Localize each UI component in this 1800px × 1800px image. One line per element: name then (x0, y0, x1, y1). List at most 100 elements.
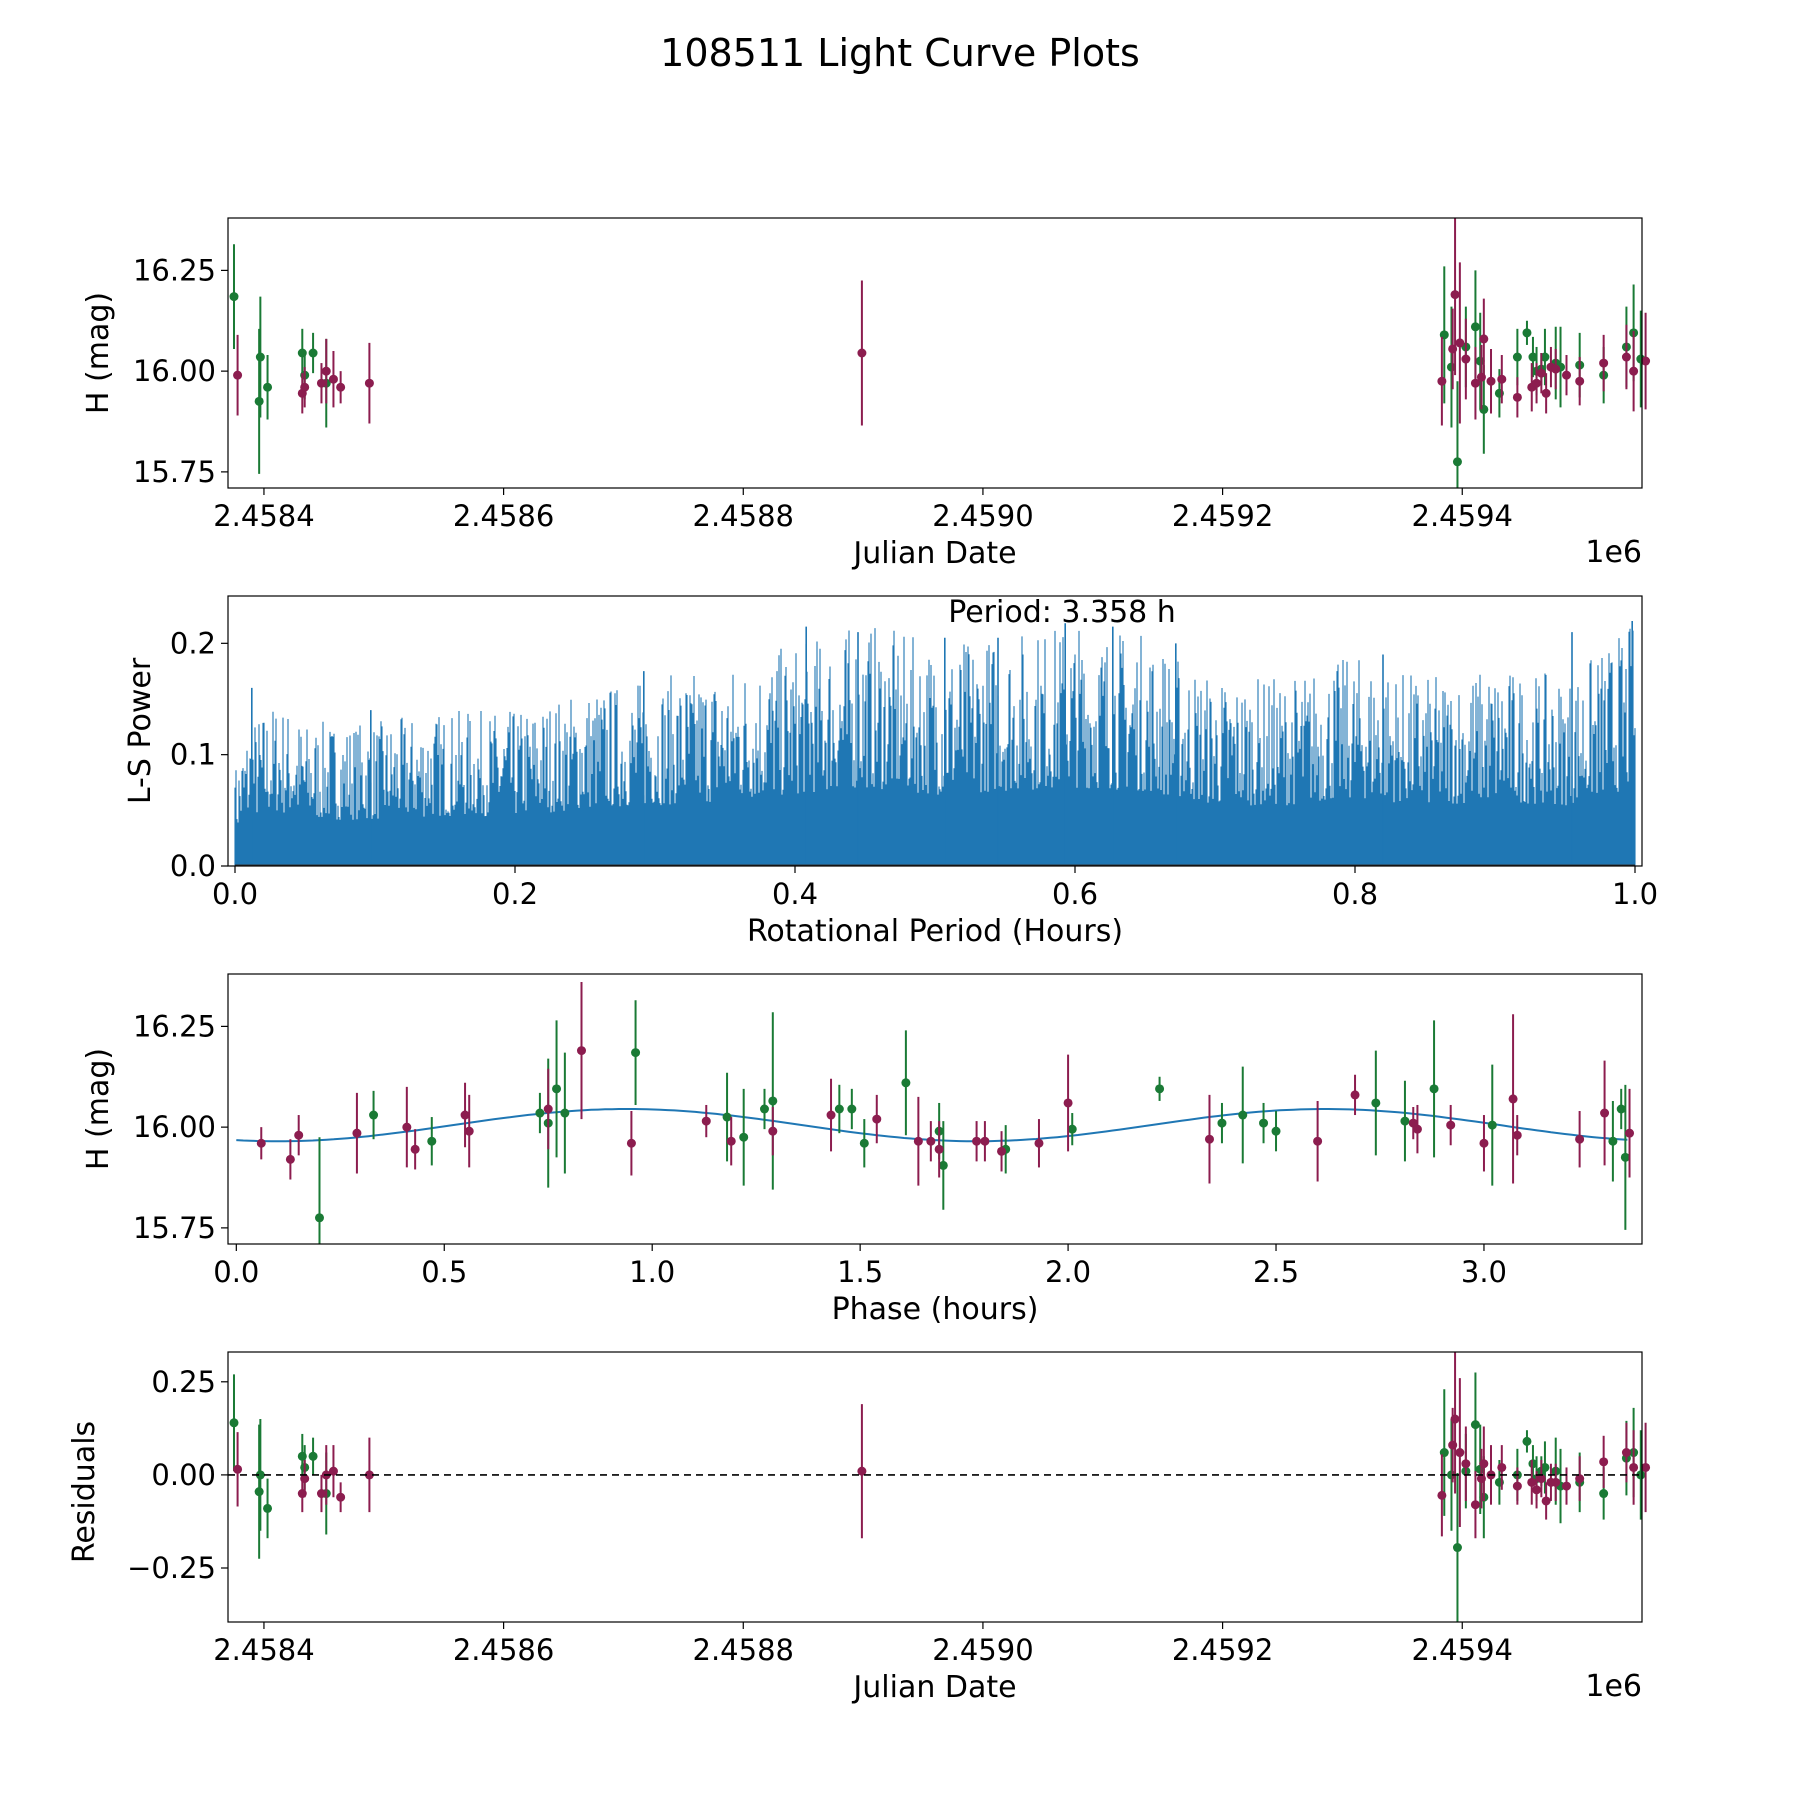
data-point-green (1470, 322, 1480, 332)
data-point-magenta (1629, 1462, 1639, 1472)
data-point-magenta (543, 1104, 553, 1114)
data-point-green (631, 1048, 641, 1058)
data-point-green (1540, 1462, 1550, 1472)
data-point-green (1608, 1136, 1618, 1146)
x-tick-label: 0.2 (492, 877, 538, 911)
y-tick-label: 0.0 (170, 849, 216, 883)
data-point-magenta (1641, 356, 1651, 366)
data-point-green (1475, 356, 1485, 366)
data-point-green (1540, 352, 1550, 362)
data-point-green (722, 1112, 732, 1122)
data-point-magenta (464, 1126, 474, 1136)
x-tick-label: 0.0 (213, 1255, 259, 1289)
x-tick-label: 2.4592 (1172, 499, 1273, 533)
x-tick-label: 2.4588 (693, 499, 794, 533)
data-point-magenta (826, 1110, 836, 1120)
data-point-green (308, 348, 318, 358)
data-point-magenta (1512, 1130, 1522, 1140)
data-point-magenta (1541, 1496, 1551, 1506)
data-point-magenta (1512, 1481, 1522, 1491)
data-point-green (1616, 1104, 1626, 1114)
y-tick-label: 0.1 (170, 738, 216, 772)
data-point-magenta (336, 382, 346, 392)
periodogram-panel: 0.0 0.2 0.4 0.6 0.8 1.0 0.0 0.1 0.2 Period: 3.35… (123, 595, 1658, 949)
lightcurve-ylabel: H (mag) (81, 292, 116, 414)
data-point-magenta (1479, 334, 1489, 344)
phased-marks (236, 982, 1635, 1244)
data-point-magenta (402, 1122, 412, 1132)
data-point-magenta (1497, 1462, 1507, 1472)
lightcurve-x-offset: 1e6 (1585, 535, 1642, 570)
data-point-magenta (364, 378, 374, 388)
x-tick-label: 2.4586 (453, 499, 554, 533)
data-point-green (1599, 1489, 1609, 1499)
periodogram-ylabel: L-S Power (123, 657, 158, 804)
data-point-magenta (1562, 370, 1572, 380)
figure-title: 108511 Light Curve Plots (660, 31, 1140, 75)
x-tick-label: 0.6 (1052, 877, 1098, 911)
data-point-magenta (328, 374, 338, 384)
phased-ticks: 0.0 0.5 1.0 1.5 2.0 2.5 3.0 15.75 16.00 16.25 (133, 1009, 1507, 1289)
data-point-green (314, 1213, 324, 1223)
data-point-green (263, 1503, 273, 1513)
data-point-magenta (1536, 1474, 1546, 1484)
data-point-green (1452, 457, 1462, 467)
data-point-magenta (1536, 368, 1546, 378)
data-point-magenta (1486, 376, 1496, 386)
x-tick-label: 0.8 (1332, 877, 1378, 911)
data-point-magenta (1479, 1459, 1489, 1469)
data-point-green (369, 1110, 379, 1120)
data-point-magenta (972, 1136, 982, 1146)
data-point-magenta (1497, 374, 1507, 384)
data-point-magenta (321, 366, 331, 376)
residuals-xlabel: Julian Date (851, 1670, 1016, 1705)
x-tick-label: 2.4590 (932, 1633, 1033, 1667)
data-point-green (859, 1138, 869, 1148)
data-point-green (263, 382, 273, 392)
data-point-magenta (1455, 338, 1465, 348)
x-tick-label: 2.4594 (1412, 1633, 1513, 1667)
x-tick-label: 3.0 (1461, 1255, 1507, 1289)
lightcurve-marks (229, 218, 1651, 488)
data-point-magenta (1512, 392, 1522, 402)
data-point-green (1217, 1118, 1227, 1128)
data-point-green (1155, 1084, 1165, 1094)
data-point-magenta (872, 1114, 882, 1124)
data-point-green (1067, 1124, 1077, 1134)
data-point-magenta (1204, 1134, 1214, 1144)
data-point-green (254, 396, 264, 406)
data-point-magenta (1575, 376, 1585, 386)
residuals-ticks: 2.4584 2.4586 2.4588 2.4590 2.4592 2.4594 −0.2… (127, 1365, 1513, 1667)
data-point-green (1271, 1126, 1281, 1136)
data-point-green (1636, 1470, 1646, 1480)
y-tick-label: 0.2 (170, 626, 216, 660)
data-point-magenta (300, 382, 310, 392)
lightcurve-xlabel: Julian Date (851, 536, 1016, 571)
data-point-green (560, 1108, 570, 1118)
data-point-magenta (1437, 1490, 1447, 1500)
data-point-magenta (1541, 388, 1551, 398)
data-point-magenta (1621, 352, 1631, 362)
data-point-green (1522, 1436, 1532, 1446)
data-point-green (229, 1418, 239, 1428)
data-point-green (1238, 1110, 1248, 1120)
y-tick-label: 15.75 (133, 455, 216, 489)
y-tick-label: 16.00 (133, 354, 216, 388)
data-point-magenta (1455, 1448, 1465, 1458)
x-tick-label: 2.4594 (1412, 499, 1513, 533)
x-tick-label: 1.0 (1612, 877, 1658, 911)
data-point-magenta (300, 1474, 310, 1484)
data-point-magenta (233, 370, 243, 380)
data-point-green (1452, 1543, 1462, 1553)
data-point-green (768, 1096, 778, 1106)
data-point-magenta (460, 1110, 470, 1120)
data-point-green (255, 352, 265, 362)
x-tick-label: 2.4588 (693, 1633, 794, 1667)
data-point-green (1429, 1084, 1439, 1094)
data-point-green (1446, 1470, 1456, 1480)
data-point-magenta (410, 1144, 420, 1154)
x-tick-label: 2.4584 (213, 1633, 314, 1667)
data-point-magenta (328, 1466, 338, 1476)
data-point-magenta (1437, 376, 1447, 386)
